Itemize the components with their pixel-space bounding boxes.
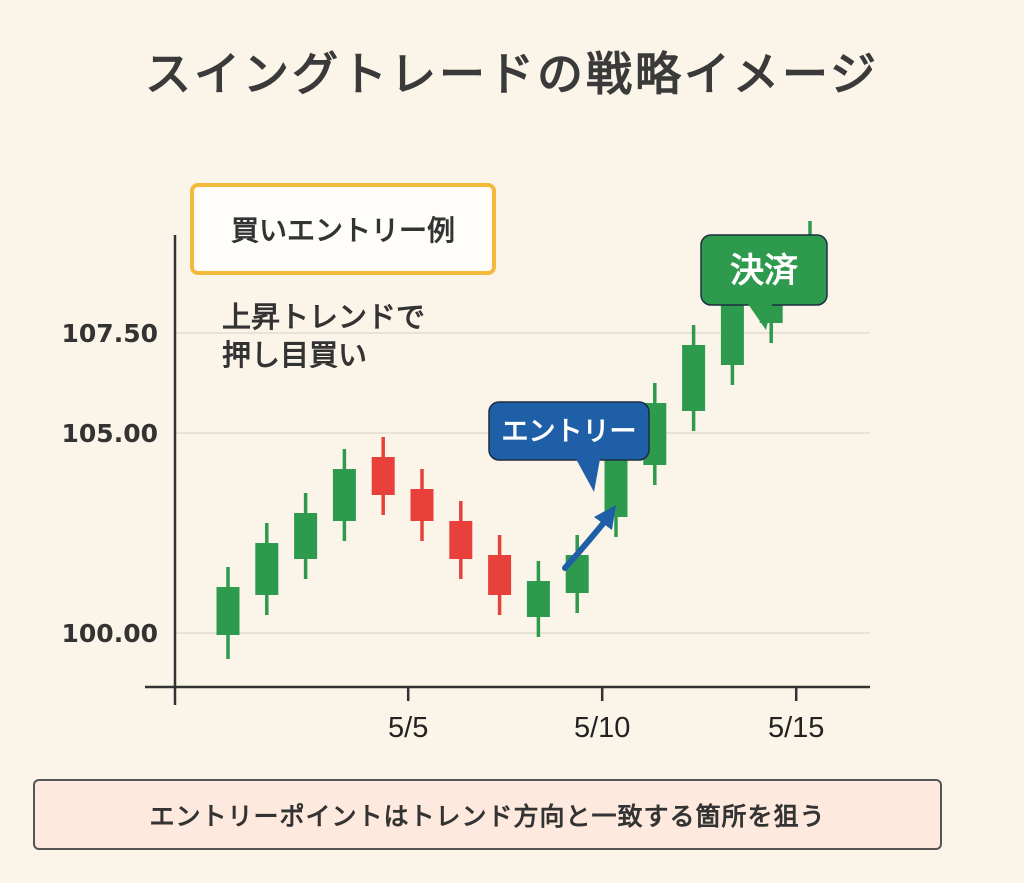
candle-body [526,581,550,617]
entry-callout-tail [576,459,600,492]
candle-body [371,457,395,495]
x-tick-label: 5/10 [574,712,630,744]
x-tick-label: 5/5 [388,712,428,744]
exit-callout-label: 決済 [730,251,799,291]
candle-body [720,301,744,365]
description-line-2: 押し目買い [222,338,368,372]
description-line-1: 上昇トレンドで [222,300,426,334]
candle-body [294,513,318,559]
x-tick-label: 5/15 [768,712,824,744]
candle-body [488,555,512,595]
entry-callout-label: エントリー [502,417,637,448]
description: 上昇トレンドで 押し目買い [222,298,425,374]
footer-text: エントリーポイントはトレンド方向と一致する箇所を狙う [149,801,826,831]
page-title: スイングトレードの戦略イメージ [144,47,880,101]
y-tick-label: 100.00 [62,619,158,648]
entry-arrow-head [594,505,616,530]
entry-callout-box [488,401,650,461]
y-tick-label: 107.50 [62,319,158,348]
y-tick-label: 105.00 [62,419,158,448]
candle-body [604,459,628,517]
candle-body [216,587,240,635]
example-label: 買いエントリー例 [230,214,455,247]
candle-body [410,489,434,521]
candle-body [332,469,356,521]
example-label-box: 買いエントリー例 [190,183,496,275]
exit-callout-tail [748,304,772,330]
footer-note: エントリーポイントはトレンド方向と一致する箇所を狙う [33,779,942,850]
candle-body [255,543,279,595]
candle-body [449,521,473,559]
candle-body [682,345,706,411]
